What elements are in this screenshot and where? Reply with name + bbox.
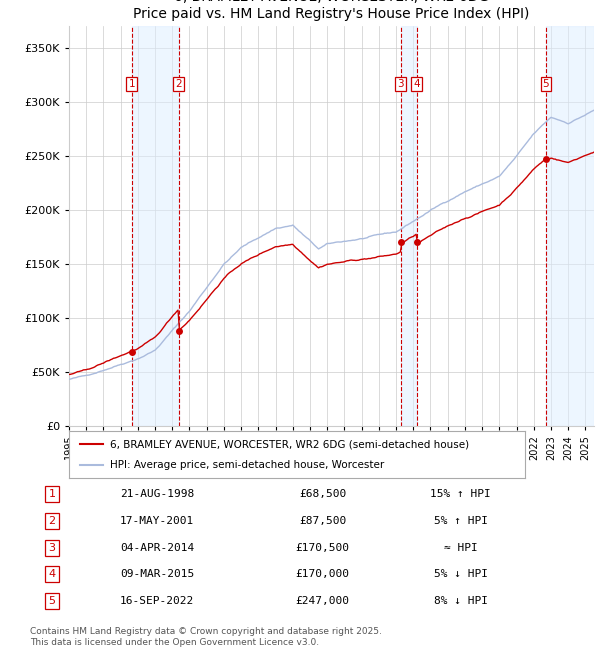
Text: 04-APR-2014: 04-APR-2014: [120, 543, 194, 552]
Text: HPI: Average price, semi-detached house, Worcester: HPI: Average price, semi-detached house,…: [110, 460, 384, 470]
Text: 16-SEP-2022: 16-SEP-2022: [120, 596, 194, 606]
Bar: [401, 26, 416, 426]
Text: 5% ↓ HPI: 5% ↓ HPI: [434, 569, 488, 579]
Text: 4: 4: [413, 79, 420, 89]
Text: 3: 3: [49, 543, 56, 552]
Text: 2: 2: [176, 79, 182, 89]
Text: 1: 1: [49, 489, 56, 499]
Text: 8% ↓ HPI: 8% ↓ HPI: [434, 596, 488, 606]
Text: £87,500: £87,500: [299, 516, 346, 526]
Text: 2: 2: [49, 516, 56, 526]
Text: ≈ HPI: ≈ HPI: [443, 543, 478, 552]
Text: £170,500: £170,500: [296, 543, 350, 552]
Text: £170,000: £170,000: [296, 569, 350, 579]
Text: £247,000: £247,000: [296, 596, 350, 606]
Title: 6, BRAMLEY AVENUE, WORCESTER, WR2 6DG
Price paid vs. HM Land Registry's House Pr: 6, BRAMLEY AVENUE, WORCESTER, WR2 6DG Pr…: [133, 0, 530, 21]
Text: 15% ↑ HPI: 15% ↑ HPI: [430, 489, 491, 499]
Text: 5: 5: [542, 79, 549, 89]
Bar: [546, 26, 594, 426]
Text: 17-MAY-2001: 17-MAY-2001: [120, 516, 194, 526]
Text: 5% ↑ HPI: 5% ↑ HPI: [434, 516, 488, 526]
Text: 4: 4: [49, 569, 56, 579]
Text: £68,500: £68,500: [299, 489, 346, 499]
Bar: [131, 26, 179, 426]
Text: 21-AUG-1998: 21-AUG-1998: [120, 489, 194, 499]
Text: 6, BRAMLEY AVENUE, WORCESTER, WR2 6DG (semi-detached house): 6, BRAMLEY AVENUE, WORCESTER, WR2 6DG (s…: [110, 439, 469, 449]
Text: 1: 1: [128, 79, 135, 89]
Text: Contains HM Land Registry data © Crown copyright and database right 2025.
This d: Contains HM Land Registry data © Crown c…: [30, 627, 382, 647]
Text: 09-MAR-2015: 09-MAR-2015: [120, 569, 194, 579]
Text: 3: 3: [397, 79, 404, 89]
Text: 5: 5: [49, 596, 56, 606]
